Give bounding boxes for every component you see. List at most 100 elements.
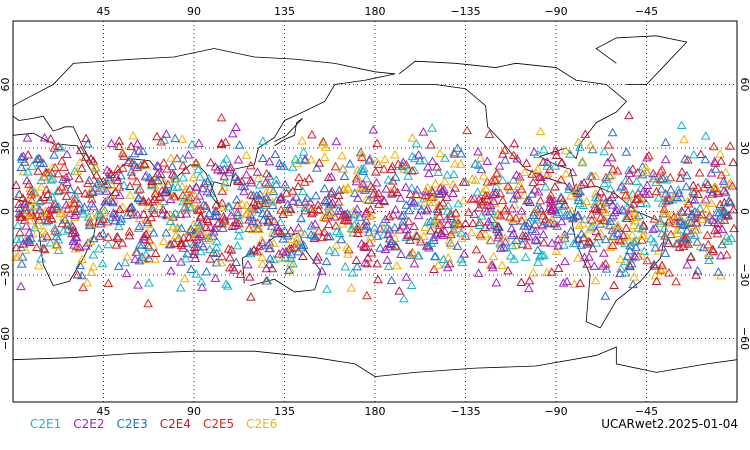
occultation-triangle	[338, 184, 349, 193]
occultation-triangle	[453, 198, 464, 208]
occultation-triangle	[183, 150, 194, 159]
occultation-triangle	[297, 135, 307, 145]
occultation-triangle	[693, 182, 703, 192]
occultation-triangle	[132, 138, 143, 148]
occultation-triangle	[171, 230, 181, 240]
occultation-triangle	[67, 228, 77, 238]
occultation-triangle	[175, 238, 186, 248]
occultation-triangle	[306, 221, 317, 230]
occultation-triangle	[398, 217, 408, 226]
occultation-triangle	[725, 197, 736, 207]
occultation-triangle	[624, 165, 634, 175]
occultation-triangle	[409, 221, 419, 231]
occultation-triangle	[710, 225, 720, 235]
occultation-triangle	[487, 189, 498, 199]
occultation-triangle	[430, 178, 441, 188]
occultation-triangle	[358, 179, 369, 188]
occultation-triangle	[11, 242, 22, 252]
occultation-triangle	[330, 161, 341, 171]
occultation-triangle	[349, 220, 360, 229]
occultation-triangle	[539, 237, 549, 247]
occultation-triangle	[577, 157, 588, 167]
occultation-triangle	[440, 176, 450, 186]
occultation-triangle	[651, 276, 662, 286]
occultation-triangle	[170, 173, 181, 183]
occultation-triangle	[13, 199, 24, 209]
occultation-triangle	[463, 207, 474, 216]
occultation-triangle	[507, 240, 518, 250]
occultation-triangle	[601, 264, 612, 273]
occultation-triangle	[258, 200, 269, 209]
occultation-triangle	[291, 192, 302, 201]
occultation-triangle	[94, 243, 104, 253]
x-tick-label-top: −135	[450, 5, 480, 18]
occultation-triangle	[252, 246, 263, 256]
occultation-triangle	[14, 203, 25, 213]
occultation-triangle	[567, 167, 578, 177]
occultation-triangle	[162, 164, 172, 173]
occultation-triangle	[539, 250, 549, 260]
occultation-triangle	[532, 235, 542, 245]
occultation-triangle	[186, 202, 196, 212]
occultation-triangle	[500, 233, 511, 242]
occultation-triangle	[339, 215, 350, 224]
occultation-triangle	[452, 143, 463, 152]
occultation-triangle	[576, 240, 587, 249]
occultation-triangle	[286, 249, 297, 259]
occultation-triangle	[311, 255, 322, 264]
occultation-triangle	[620, 237, 630, 246]
occultation-triangle	[403, 165, 413, 174]
occultation-triangle	[605, 221, 615, 230]
occultation-triangle	[300, 155, 310, 165]
occultation-triangle	[683, 199, 694, 208]
occultation-triangle	[427, 123, 438, 132]
occultation-triangle	[81, 133, 91, 143]
occultation-triangle	[32, 209, 42, 219]
occultation-triangle	[133, 280, 143, 289]
occultation-triangle	[677, 207, 688, 216]
occultation-triangle	[347, 224, 358, 233]
occultation-triangle	[438, 254, 449, 264]
occultation-triangle	[324, 208, 334, 217]
occultation-triangle	[608, 210, 618, 220]
occultation-triangle	[44, 195, 55, 204]
occultation-triangle	[379, 154, 390, 164]
occultation-triangle	[297, 251, 308, 261]
occultation-triangle	[650, 223, 661, 232]
occultation-triangle	[420, 222, 430, 232]
occultation-triangle	[434, 211, 445, 221]
occultation-triangle	[398, 157, 409, 167]
occultation-triangle	[324, 231, 335, 241]
occultation-triangle	[275, 217, 286, 226]
occultation-triangle	[449, 158, 460, 168]
occultation-triangle	[487, 206, 498, 216]
occultation-triangle	[179, 273, 190, 283]
occultation-triangle	[709, 156, 720, 166]
occultation-triangle	[514, 179, 525, 189]
occultation-triangle	[629, 207, 640, 216]
occultation-triangle	[480, 190, 491, 200]
occultation-triangle	[196, 246, 206, 256]
occultation-triangle	[102, 165, 112, 174]
occultation-triangle	[725, 141, 736, 150]
occultation-triangle	[727, 181, 738, 190]
occultation-triangle	[84, 175, 95, 185]
occultation-triangle	[34, 153, 45, 163]
occultation-triangle	[270, 149, 281, 158]
occultation-triangle	[688, 188, 699, 197]
occultation-triangle	[433, 260, 444, 269]
occultation-triangle	[508, 193, 519, 203]
occultation-triangle	[133, 192, 144, 202]
occultation-triangle	[438, 230, 448, 239]
occultation-triangle	[178, 173, 189, 182]
occultation-triangle	[195, 172, 205, 181]
occultation-triangle	[361, 173, 372, 183]
occultation-triangle	[264, 171, 275, 180]
occultation-triangle	[293, 246, 304, 256]
occultation-triangle	[617, 205, 628, 214]
occultation-triangle	[170, 133, 181, 143]
occultation-triangle	[511, 189, 522, 198]
occultation-triangle	[719, 185, 729, 195]
occultation-triangle	[475, 153, 486, 162]
occultation-triangle	[53, 141, 64, 151]
